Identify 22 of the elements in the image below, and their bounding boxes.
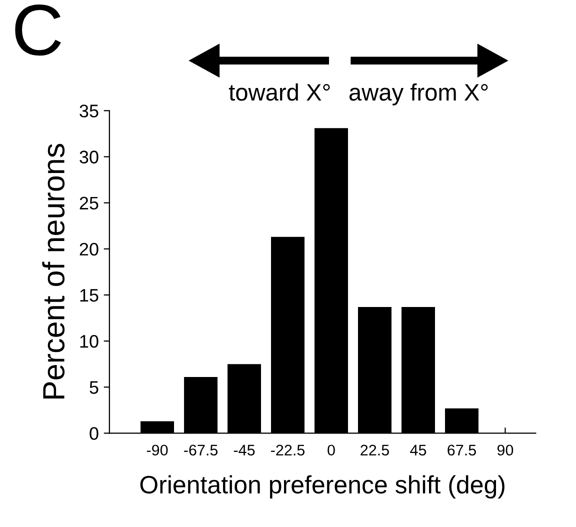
- x-tick-label: 67.5: [448, 444, 476, 456]
- y-tick-label: 20: [80, 242, 98, 256]
- x-tick-label: -45: [234, 444, 255, 456]
- x-tick-label: -22.5: [271, 444, 305, 456]
- y-tick-label: 15: [80, 289, 98, 302]
- y-tick-label: 10: [80, 334, 98, 348]
- x-tick-label: -67.5: [184, 444, 218, 456]
- text: away from X°: [349, 83, 488, 106]
- text: C: [15, 4, 61, 56]
- x-tick-label: 22.5: [360, 444, 389, 456]
- x-tick-label: 90: [497, 444, 514, 456]
- x-axis-title: Orientation preference shift (deg): [140, 475, 504, 499]
- x-tick-label: 0: [328, 444, 335, 456]
- y-tick-label: 30: [80, 150, 98, 164]
- text: toward X°: [228, 83, 330, 101]
- y-tick-label: 0: [90, 427, 98, 440]
- y-tick-label: 35: [80, 104, 98, 118]
- x-tick-label: 45: [410, 444, 426, 456]
- y-tick-label: 5: [90, 381, 98, 394]
- x-tick-label: -90: [146, 444, 168, 456]
- y-tick-label: 25: [80, 196, 98, 210]
- y-axis-title: Percent of neurons: [42, 144, 65, 399]
